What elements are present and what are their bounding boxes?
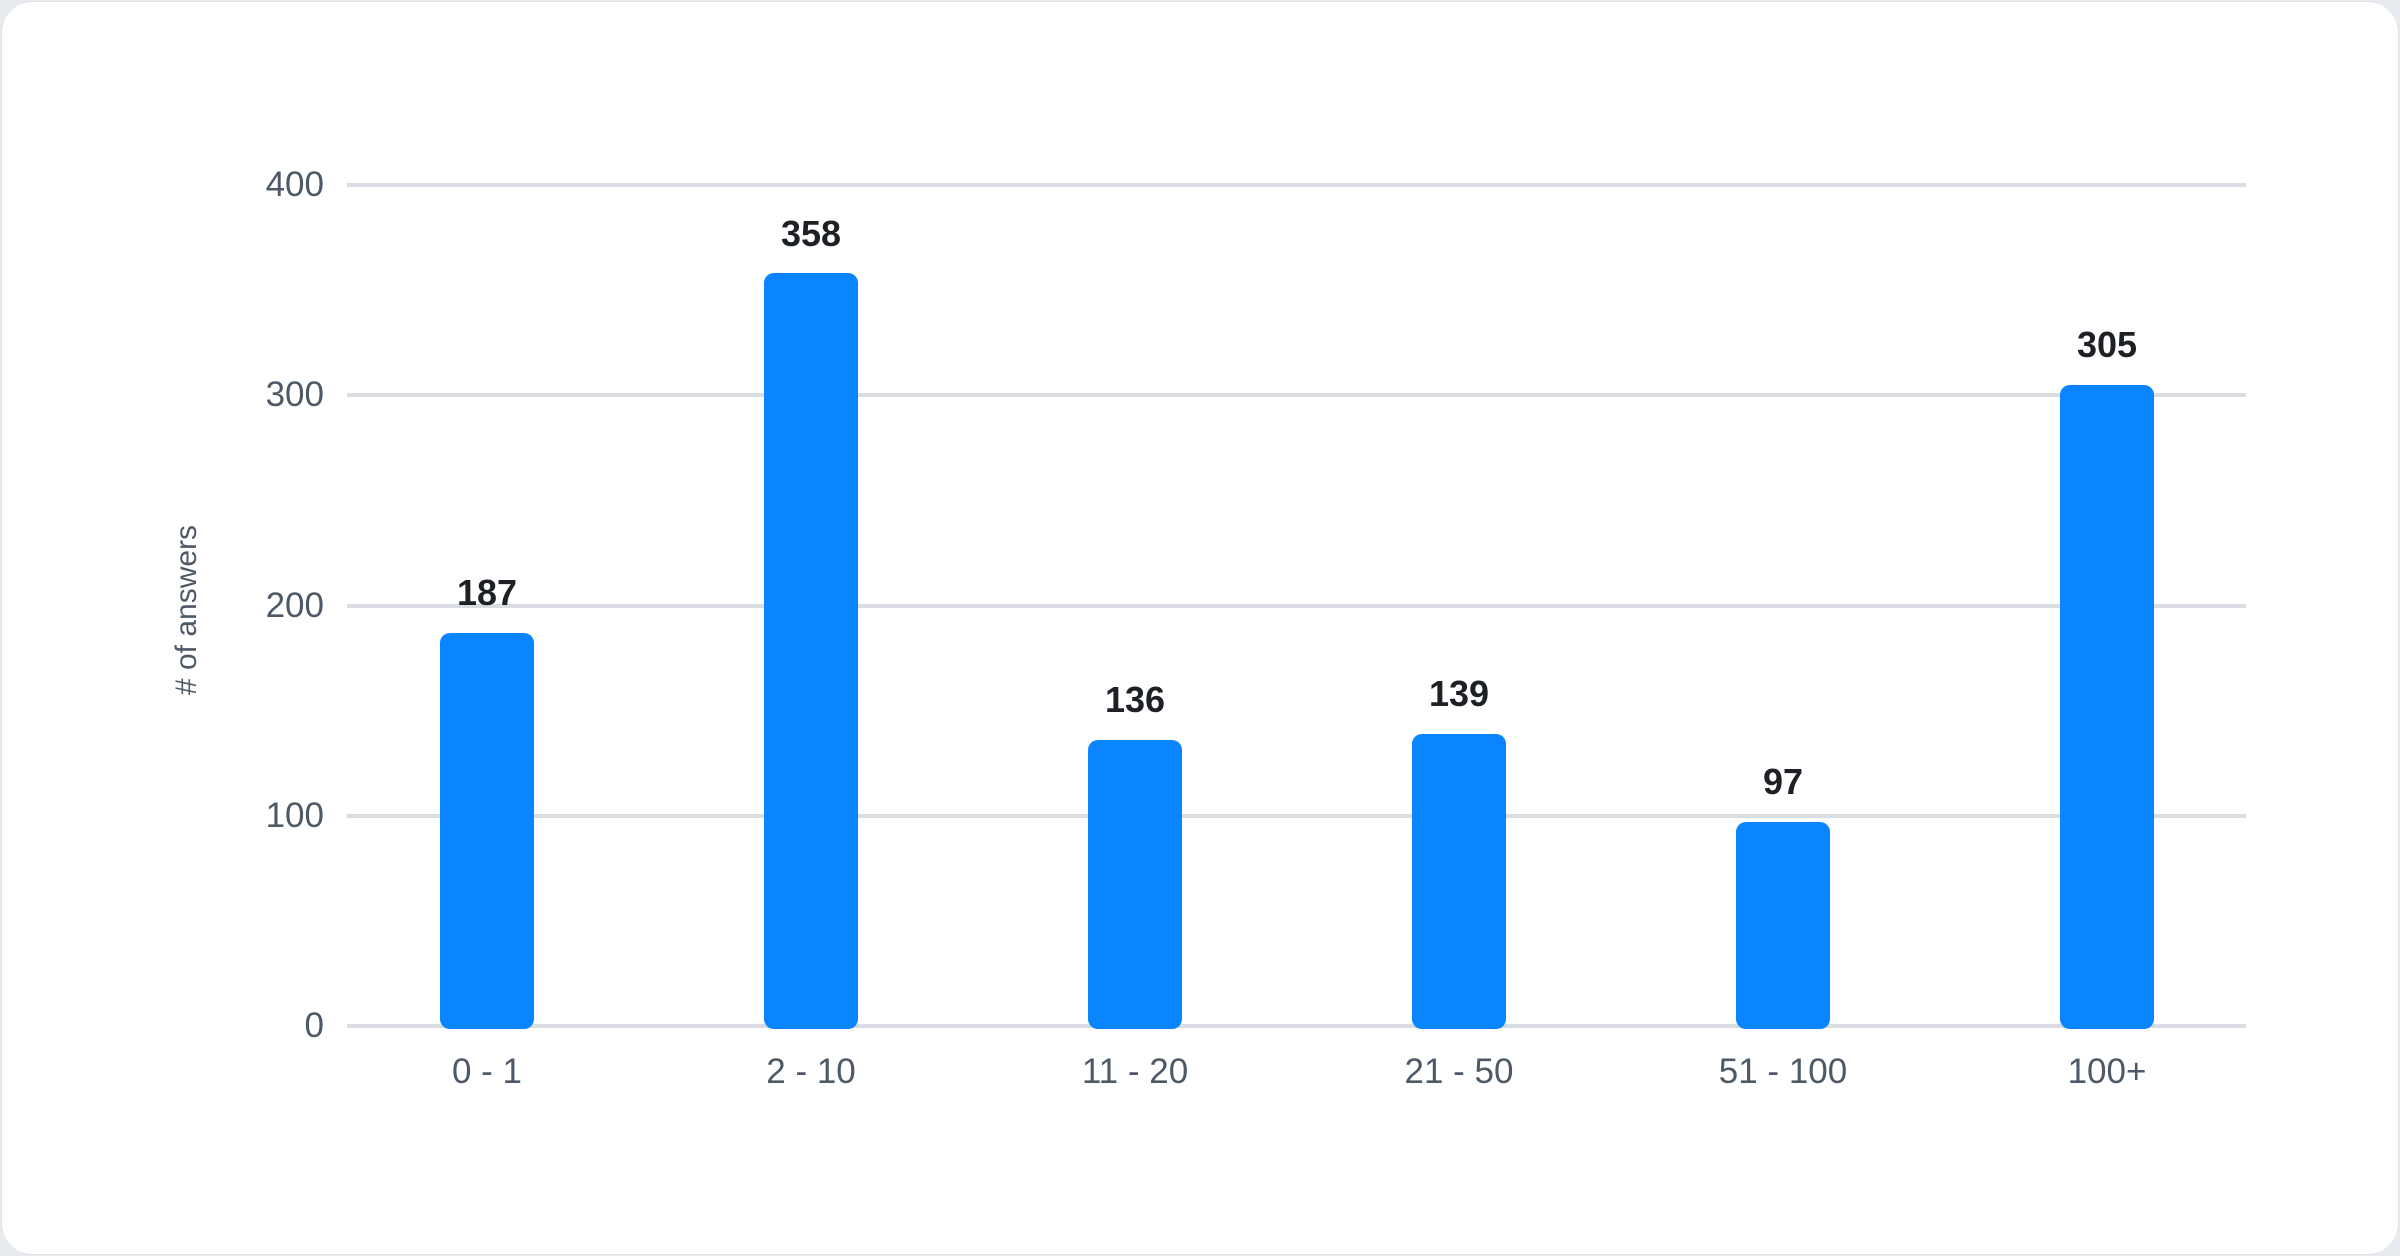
bar (1412, 733, 1506, 1029)
x-axis-category-label: 11 - 20 (1081, 1052, 1189, 1091)
bar-value-label: 187 (456, 572, 518, 614)
x-axis-category-label: 0 - 1 (451, 1052, 523, 1091)
y-axis-tick-label: 300 (265, 375, 324, 415)
x-axis-category-label: 2 - 10 (766, 1052, 856, 1091)
x-axis-category-label: 100+ (2067, 1052, 2147, 1091)
bar-slot: 97 51 - 100 (1621, 185, 1945, 1091)
bar-slot: 187 0 - 1 (325, 185, 649, 1091)
y-axis-tick-label: 0 (304, 1006, 324, 1045)
bars-row: 187 0 - 1 358 2 - 10 136 11 - 20 139 21 … (325, 185, 2269, 1091)
y-axis-tick-label: 100 (265, 795, 324, 835)
y-axis-tick-label: 200 (265, 585, 324, 625)
bar (1088, 740, 1182, 1029)
x-axis-category-label: 21 - 50 (1404, 1052, 1514, 1091)
bar (1736, 822, 1830, 1029)
bar-slot: 136 11 - 20 (973, 185, 1297, 1091)
y-axis-tick-label: 400 (265, 165, 324, 204)
bar-slot: 139 21 - 50 (1297, 185, 1621, 1091)
bar (440, 632, 534, 1029)
bar-value-label: 305 (2076, 324, 2138, 366)
gridline (347, 393, 2246, 398)
bar-value-label: 136 (1104, 679, 1166, 721)
bar (764, 273, 858, 1029)
bar-slot: 358 2 - 10 (649, 185, 973, 1091)
bar (2060, 384, 2154, 1029)
x-axis-category-label: 51 - 100 (1718, 1052, 1848, 1091)
gridline (347, 813, 2246, 818)
gridline (347, 183, 2246, 187)
bar-value-label: 358 (780, 212, 842, 254)
gridline (347, 1024, 2246, 1028)
plot-area: 187 0 - 1 358 2 - 10 136 11 - 20 139 21 … (347, 183, 2246, 1091)
bar-value-label: 139 (1428, 673, 1490, 715)
gridline (347, 603, 2246, 608)
y-axis-tick-labels: 400 300 200 100 0 (2, 165, 324, 1045)
bar-slot: 305 100+ (1945, 185, 2269, 1091)
bar-value-label: 97 (1762, 761, 1804, 803)
